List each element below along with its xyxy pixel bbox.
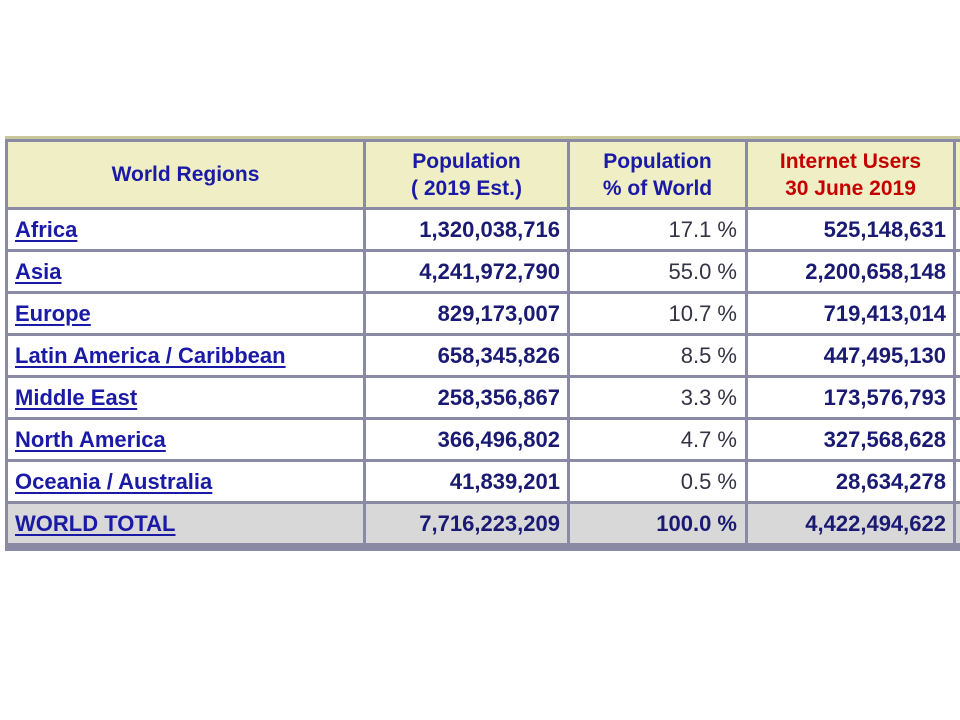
table-row: North America 366,496,802 4.7 % 327,568,… [8, 420, 960, 459]
region-cell: WORLD TOTAL [8, 504, 363, 543]
region-link-oceania[interactable]: Oceania / Australia [15, 468, 213, 494]
header-row: World Regions Population ( 2019 Est.) Po… [8, 142, 960, 207]
cut-off-cell [956, 210, 960, 249]
cut-off-cell [956, 378, 960, 417]
pct-cell: 4.7 % [570, 420, 745, 459]
cut-off-cell [956, 420, 960, 459]
header-cut-off [956, 142, 960, 207]
table-top-border [5, 136, 960, 139]
table-row: Africa 1,320,038,716 17.1 % 525,148,631 [8, 210, 960, 249]
header-population-line2: ( 2019 Est.) [411, 176, 522, 200]
header-population: Population ( 2019 Est.) [366, 142, 567, 207]
population-cell: 4,241,972,790 [366, 252, 567, 291]
pct-cell: 0.5 % [570, 462, 745, 501]
region-cell: Middle East [8, 378, 363, 417]
internet-cell: 719,413,014 [748, 294, 953, 333]
total-pct-cell: 100.0 % [570, 504, 745, 543]
table-row: Middle East 258,356,867 3.3 % 173,576,79… [8, 378, 960, 417]
header-pct-line1: Population [603, 149, 712, 173]
internet-cell: 447,495,130 [748, 336, 953, 375]
region-link-middle-east[interactable]: Middle East [15, 384, 138, 410]
pct-cell: 8.5 % [570, 336, 745, 375]
table-row: Europe 829,173,007 10.7 % 719,413,014 [8, 294, 960, 333]
region-cell: Latin America / Caribbean [8, 336, 363, 375]
table-row: Asia 4,241,972,790 55.0 % 2,200,658,148 [8, 252, 960, 291]
header-internet-line2: 30 June 2019 [785, 176, 916, 200]
world-total-link[interactable]: WORLD TOTAL [15, 510, 176, 536]
internet-cell: 173,576,793 [748, 378, 953, 417]
table-row: Latin America / Caribbean 658,345,826 8.… [8, 336, 960, 375]
population-cell: 829,173,007 [366, 294, 567, 333]
pct-cell: 17.1 % [570, 210, 745, 249]
cut-off-cell [956, 504, 960, 543]
header-population-line1: Population [412, 149, 521, 173]
population-cell: 41,839,201 [366, 462, 567, 501]
region-cell: Oceania / Australia [8, 462, 363, 501]
internet-cell: 525,148,631 [748, 210, 953, 249]
region-link-asia[interactable]: Asia [15, 258, 62, 284]
region-link-north-america[interactable]: North America [15, 426, 166, 452]
region-cell: Africa [8, 210, 363, 249]
header-internet-users: Internet Users 30 June 2019 [748, 142, 953, 207]
pct-cell: 10.7 % [570, 294, 745, 333]
region-cell: Europe [8, 294, 363, 333]
internet-cell: 2,200,658,148 [748, 252, 953, 291]
region-cell: Asia [8, 252, 363, 291]
population-cell: 258,356,867 [366, 378, 567, 417]
region-cell: North America [8, 420, 363, 459]
cut-off-cell [956, 336, 960, 375]
pct-cell: 3.3 % [570, 378, 745, 417]
cut-off-cell [956, 462, 960, 501]
total-internet-cell: 4,422,494,622 [748, 504, 953, 543]
header-world-regions: World Regions [8, 142, 363, 207]
cut-off-cell [956, 252, 960, 291]
header-pct-line2: % of World [602, 176, 713, 200]
internet-cell: 327,568,628 [748, 420, 953, 459]
total-population-cell: 7,716,223,209 [366, 504, 567, 543]
cut-off-cell [956, 294, 960, 333]
population-cell: 366,496,802 [366, 420, 567, 459]
internet-stats-table: World Regions Population ( 2019 Est.) Po… [5, 136, 960, 551]
population-cell: 1,320,038,716 [366, 210, 567, 249]
pct-cell: 55.0 % [570, 252, 745, 291]
internet-cell: 28,634,278 [748, 462, 953, 501]
population-cell: 658,345,826 [366, 336, 567, 375]
header-pct-of-world: Population % of World [570, 142, 745, 207]
region-link-latin-america[interactable]: Latin America / Caribbean [15, 342, 286, 368]
region-link-europe[interactable]: Europe [15, 300, 91, 326]
region-link-africa[interactable]: Africa [15, 216, 78, 242]
stats-table: World Regions Population ( 2019 Est.) Po… [5, 139, 960, 546]
header-internet-line1: Internet Users [779, 149, 922, 173]
total-row: WORLD TOTAL 7,716,223,209 100.0 % 4,422,… [8, 504, 960, 543]
table-row: Oceania / Australia 41,839,201 0.5 % 28,… [8, 462, 960, 501]
